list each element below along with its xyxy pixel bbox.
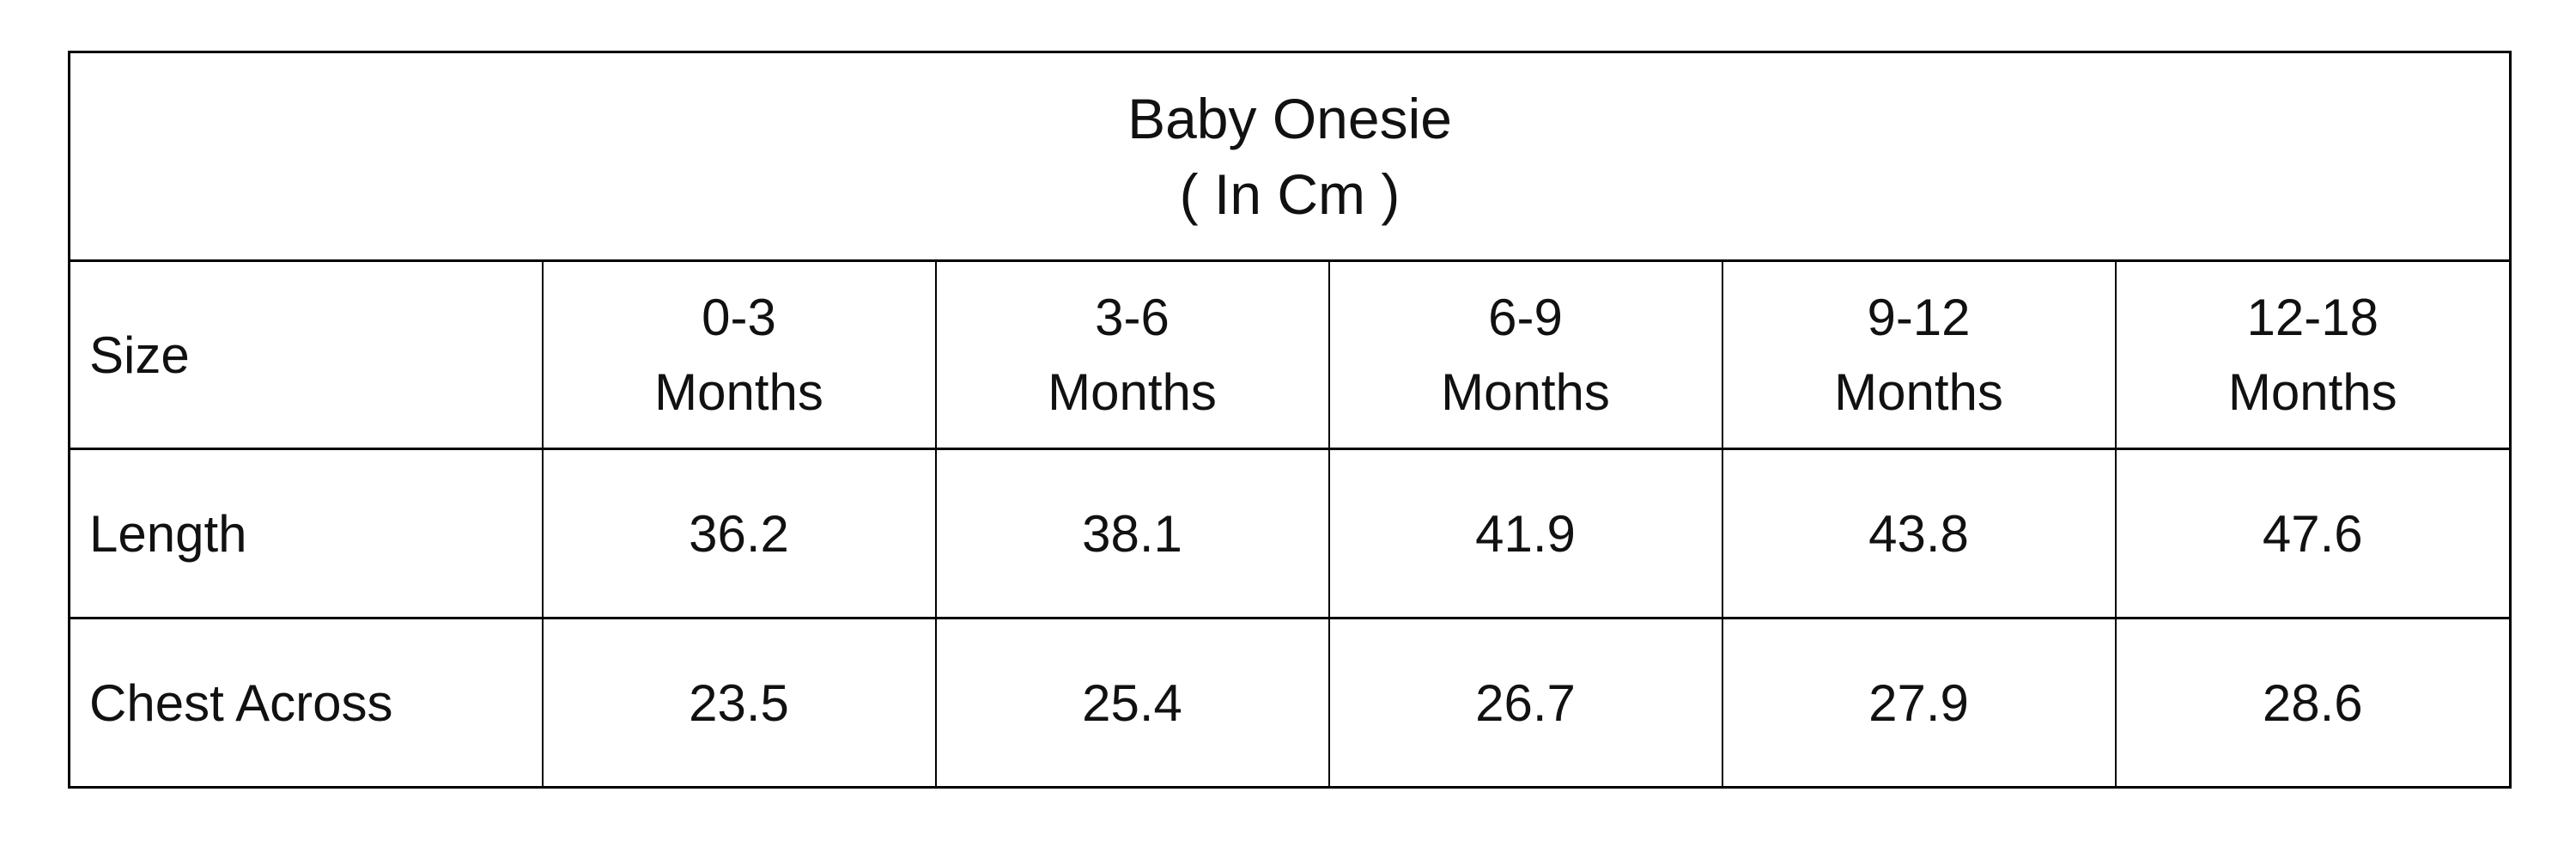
length-value-12-18: 47.6	[2114, 448, 2512, 619]
length-value-3-6: 38.1	[934, 448, 1330, 619]
header-size-label: Size	[68, 259, 544, 450]
column-range: 3-6	[1095, 289, 1170, 346]
table-row-length: Length 36.2 38.1 41.9 43.8 47.6	[68, 448, 2512, 619]
table-row-chest-across: Chest Across 23.5 25.4 26.7 27.9 28.6	[68, 617, 2512, 789]
column-header-6-9-months: 6-9 Months	[1327, 259, 1723, 450]
column-header-9-12-months: 9-12 Months	[1721, 259, 2117, 450]
chart-unit-subtitle: ( In Cm )	[1179, 162, 1400, 226]
size-chart-table: Baby Onesie ( In Cm ) Size 0-3 Months 3-…	[68, 51, 2512, 789]
column-range: 12-18	[2246, 289, 2379, 346]
column-header-12-18-months: 12-18 Months	[2114, 259, 2512, 450]
column-unit: Months	[2227, 363, 2397, 421]
chest-value-0-3: 23.5	[541, 617, 937, 789]
title-row: Baby Onesie ( In Cm )	[68, 51, 2512, 262]
row-label-chest-across: Chest Across	[68, 617, 544, 789]
column-unit: Months	[1834, 363, 2003, 421]
title-cell: Baby Onesie ( In Cm )	[68, 51, 2512, 262]
size-chart: Baby Onesie ( In Cm ) Size 0-3 Months 3-…	[68, 51, 2512, 789]
column-range: 0-3	[702, 289, 776, 346]
column-header-3-6-months: 3-6 Months	[934, 259, 1330, 450]
row-label-length: Length	[68, 448, 544, 619]
chest-value-12-18: 28.6	[2114, 617, 2512, 789]
chest-value-9-12: 27.9	[1721, 617, 2117, 789]
header-row: Size 0-3 Months 3-6 Months 6-9 Months 9-…	[68, 259, 2512, 450]
column-header-0-3-months: 0-3 Months	[541, 259, 937, 450]
length-value-9-12: 43.8	[1721, 448, 2117, 619]
length-value-0-3: 36.2	[541, 448, 937, 619]
column-range: 9-12	[1867, 289, 1971, 346]
chest-value-6-9: 26.7	[1327, 617, 1723, 789]
column-unit: Months	[1441, 363, 1610, 421]
column-range: 6-9	[1488, 289, 1563, 346]
column-unit: Months	[1048, 363, 1217, 421]
chest-value-3-6: 25.4	[934, 617, 1330, 789]
length-value-6-9: 41.9	[1327, 448, 1723, 619]
chart-title: Baby Onesie	[1127, 87, 1452, 150]
column-unit: Months	[654, 363, 823, 421]
